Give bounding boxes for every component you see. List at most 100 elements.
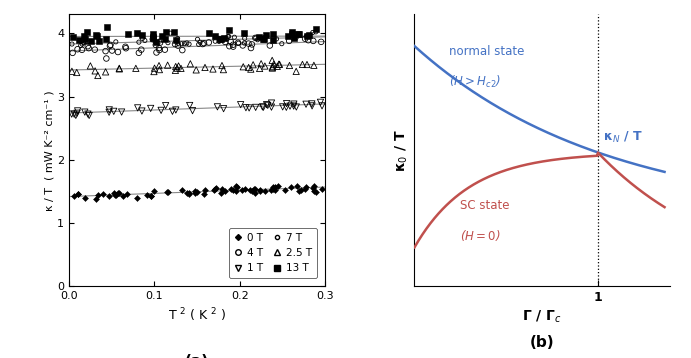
Point — [285, 103, 296, 109]
Text: SC state: SC state — [460, 199, 510, 212]
Point — [154, 67, 165, 72]
Point — [150, 39, 161, 44]
Point — [131, 30, 142, 36]
Point — [146, 193, 157, 199]
Point — [284, 63, 295, 68]
Text: κ$_N$ / T: κ$_N$ / T — [603, 129, 643, 145]
Point — [77, 41, 88, 47]
Text: ($H = 0$): ($H = 0$) — [460, 228, 501, 243]
Point — [151, 50, 162, 55]
Point — [171, 65, 182, 71]
Point — [181, 40, 192, 46]
Point — [236, 187, 247, 193]
Point — [291, 104, 302, 110]
Point — [91, 32, 102, 38]
Point — [227, 44, 238, 49]
Point — [254, 187, 265, 192]
Point — [212, 104, 223, 110]
Point — [76, 38, 87, 43]
Point — [291, 68, 302, 74]
Point — [177, 47, 188, 53]
Point — [233, 40, 244, 45]
Point — [162, 40, 173, 45]
Point — [243, 64, 254, 70]
Point — [104, 193, 115, 199]
Point — [75, 43, 86, 48]
Point — [179, 41, 190, 47]
Point — [229, 34, 240, 40]
Point — [227, 42, 238, 48]
Point — [254, 66, 265, 71]
Point — [80, 38, 91, 44]
Point — [173, 63, 184, 69]
Point — [108, 108, 120, 114]
Point — [238, 30, 249, 36]
Point — [214, 37, 225, 43]
Point — [89, 47, 100, 53]
Point — [72, 46, 83, 52]
Point — [136, 32, 147, 38]
Point — [218, 36, 229, 42]
Point — [258, 36, 269, 42]
Point — [245, 45, 256, 51]
Point — [79, 33, 90, 39]
Point — [91, 195, 102, 201]
Point — [190, 189, 201, 194]
Point — [214, 39, 225, 44]
Point — [117, 193, 129, 199]
Point — [231, 188, 242, 193]
Point — [285, 185, 296, 190]
Point — [113, 190, 124, 196]
Point — [258, 37, 269, 42]
Point — [215, 36, 226, 42]
Point — [247, 188, 258, 194]
Point — [301, 62, 312, 67]
Point — [173, 43, 184, 48]
Point — [73, 191, 84, 197]
Point — [266, 100, 277, 106]
Text: (b): (b) — [530, 335, 555, 350]
Point — [193, 42, 205, 47]
Point — [272, 63, 283, 69]
Point — [228, 187, 239, 193]
Point — [91, 33, 102, 38]
Point — [68, 111, 79, 117]
Point — [189, 190, 200, 196]
Point — [283, 33, 294, 38]
Point — [230, 183, 241, 189]
Point — [261, 102, 272, 107]
Point — [267, 186, 278, 192]
Point — [162, 189, 173, 194]
Point — [154, 47, 165, 53]
Point — [283, 38, 294, 44]
Point — [311, 189, 322, 194]
Point — [135, 47, 146, 53]
Point — [71, 70, 82, 76]
Point — [102, 25, 113, 30]
Point — [113, 49, 124, 55]
Point — [207, 66, 218, 72]
Point — [308, 185, 319, 191]
Point — [160, 47, 171, 53]
Point — [155, 107, 167, 113]
Point — [137, 35, 148, 41]
Point — [295, 187, 306, 193]
Point — [162, 62, 173, 68]
Point — [291, 35, 302, 40]
Point — [108, 190, 120, 196]
Point — [245, 187, 256, 193]
Point — [82, 29, 93, 35]
Point — [220, 39, 231, 45]
Point — [293, 32, 304, 37]
Point — [70, 112, 82, 118]
Point — [224, 28, 235, 33]
Point — [250, 35, 261, 41]
Point — [250, 35, 261, 41]
Point — [287, 32, 298, 37]
Point — [245, 66, 256, 72]
Point — [184, 103, 195, 108]
Point — [267, 58, 278, 63]
Point — [132, 105, 143, 111]
Point — [259, 63, 270, 69]
Point — [90, 68, 101, 74]
